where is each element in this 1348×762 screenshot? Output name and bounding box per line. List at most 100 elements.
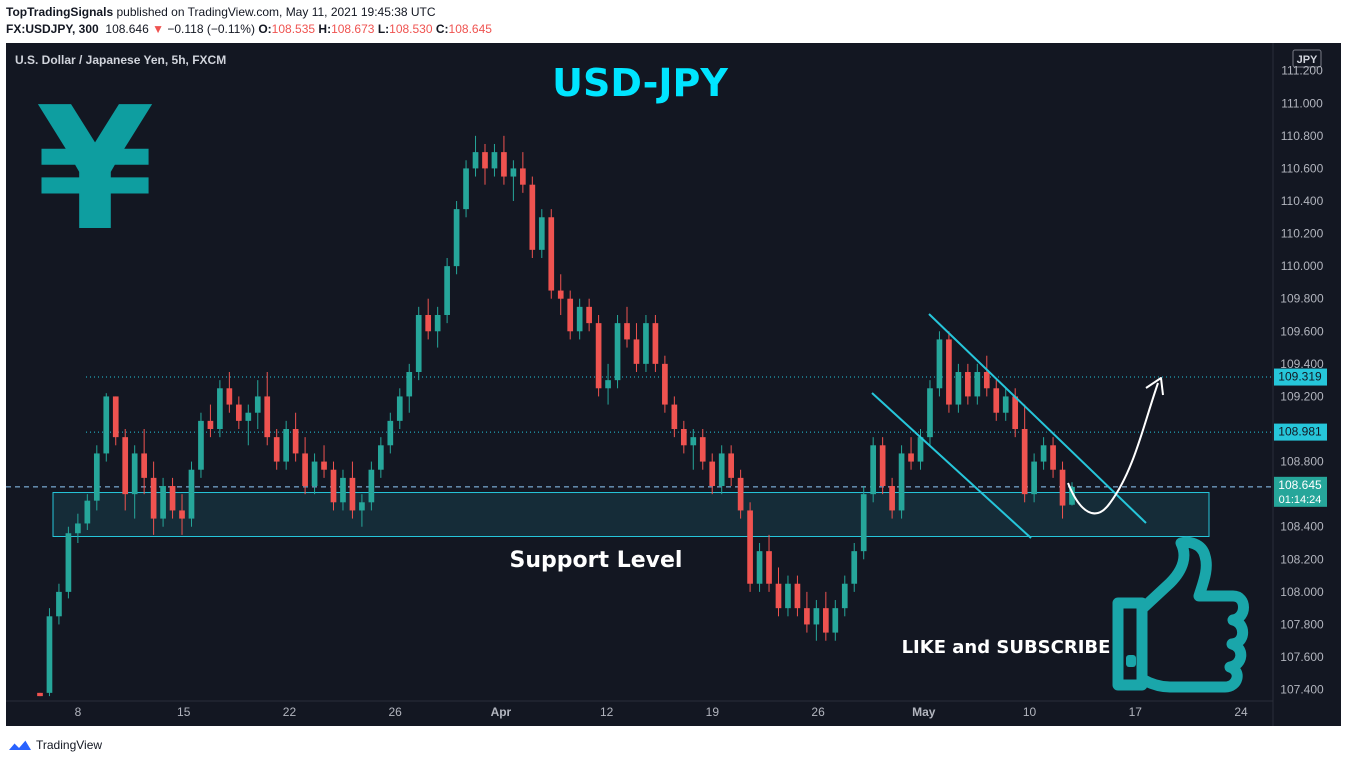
trendline-upper[interactable] [928, 313, 1147, 524]
yen-icon: ¥ [36, 71, 154, 269]
candle-body [567, 298, 574, 332]
candle-body [406, 372, 413, 397]
price-axis[interactable]: 111.200 111.000 110.800 110.600 110.400 110.2… [1280, 64, 1324, 697]
candle-body [974, 372, 981, 397]
candle-body [283, 429, 290, 462]
thumbs-up-icon [1112, 536, 1249, 693]
candle-body [444, 266, 450, 315]
candle-body [1012, 396, 1019, 430]
close-label: C: [435, 22, 449, 36]
candle-body [718, 453, 725, 487]
candle-body [804, 608, 810, 625]
projection-arrow [1067, 382, 1159, 515]
price-tick-label: 107.800 [1280, 617, 1324, 631]
time-tick-label: 17 [1129, 705, 1143, 719]
support-level-label: Support Level [510, 548, 683, 573]
candle-body [756, 551, 763, 584]
price-label-text: 108.981 [1278, 425, 1322, 439]
low-label: L: [377, 22, 390, 36]
level-price-label [1274, 423, 1327, 441]
chart-frame[interactable]: U.S. Dollar / Japanese Yen, 5h, FXCM JPY… [6, 43, 1341, 726]
candle-body [311, 461, 318, 487]
candle-body [198, 420, 204, 470]
candle-body [65, 533, 72, 592]
publisher-name[interactable]: TopTradingSignals [6, 5, 114, 19]
candle-body [671, 404, 678, 430]
time-tick-label: May [912, 705, 936, 719]
price-tick-label: 110.200 [1281, 227, 1324, 241]
candle-body [860, 494, 867, 552]
candle-body [491, 152, 498, 169]
candle-body [340, 477, 346, 503]
price-tick-label: 107.600 [1280, 650, 1324, 664]
currency-badge[interactable] [1292, 49, 1322, 68]
candle-body [709, 461, 716, 487]
candle-body [254, 396, 261, 413]
price-tick-label: 108.000 [1280, 585, 1324, 599]
candle-body [387, 420, 394, 446]
level-price-label [1274, 368, 1327, 386]
price-change: −0.118 (−0.11%) [167, 22, 255, 36]
candle-body [737, 477, 744, 511]
time-tick-label: 22 [283, 705, 297, 719]
chart-title: USD-JPY [552, 61, 728, 105]
candle-body [595, 323, 602, 389]
candle-body [349, 477, 356, 511]
price-chart[interactable]: U.S. Dollar / Japanese Yen, 5h, FXCM JPY… [6, 43, 1341, 726]
last-price: 108.646 [105, 22, 149, 36]
candle-body [1069, 486, 1075, 505]
candle-body [927, 388, 933, 438]
tradingview-logo-icon [9, 739, 31, 750]
candle-body [1002, 396, 1009, 413]
candle-body [37, 692, 43, 697]
candle-body [690, 437, 697, 446]
arrow-head-icon [1145, 377, 1164, 396]
bar-countdown: 01:14:24 [1279, 494, 1322, 506]
candle-body [662, 363, 668, 405]
candle-body [983, 372, 990, 389]
time-axis[interactable]: 8 15 22 26 Apr 12 19 26 May 10 17 24 [75, 705, 1248, 719]
tradingview-footer[interactable]: TradingView [8, 736, 102, 754]
low-value: 108.530 [389, 22, 433, 36]
candle-body [302, 453, 308, 487]
candle-body [586, 306, 592, 324]
candle-body [652, 323, 659, 364]
candle-body [179, 510, 185, 519]
candle-body [785, 583, 791, 609]
candle-body [103, 396, 110, 454]
trend-drawings [871, 313, 1164, 539]
candle-body [643, 323, 649, 364]
candle-body [188, 469, 195, 519]
price-tick-label: 110.000 [1281, 259, 1324, 273]
candle-body [141, 453, 147, 478]
candle-body [538, 217, 545, 250]
candle-body [160, 486, 166, 519]
support-zone[interactable] [52, 492, 1210, 537]
candle-body [273, 437, 280, 462]
price-tick-label: 108.400 [1280, 520, 1324, 534]
price-tick-label: 110.600 [1281, 161, 1324, 175]
candle-body [46, 616, 53, 693]
candle-body [235, 404, 242, 421]
candle-body [822, 608, 829, 633]
candle-body [396, 396, 403, 421]
time-tick-label: 10 [1023, 705, 1037, 719]
close-value: 108.645 [448, 22, 492, 36]
candle-body [169, 486, 176, 511]
candle-body [955, 372, 962, 405]
price-tick-label: 109.600 [1280, 324, 1324, 338]
price-label-text: 109.319 [1278, 370, 1322, 384]
chart-legend: U.S. Dollar / Japanese Yen, 5h, FXCM [15, 53, 226, 67]
candle-body [112, 396, 119, 438]
candle-body [775, 583, 782, 609]
trendline-lower[interactable] [871, 392, 1032, 539]
candle-body [908, 453, 914, 462]
candle-body [453, 209, 460, 267]
candle-body [292, 429, 299, 454]
candle-body [1021, 429, 1028, 495]
candle-body [1031, 461, 1037, 495]
price-tick-label: 109.800 [1280, 292, 1324, 306]
price-label-text: 108.645 [1278, 478, 1322, 492]
candle-body [832, 608, 839, 633]
candle-body [463, 168, 469, 210]
